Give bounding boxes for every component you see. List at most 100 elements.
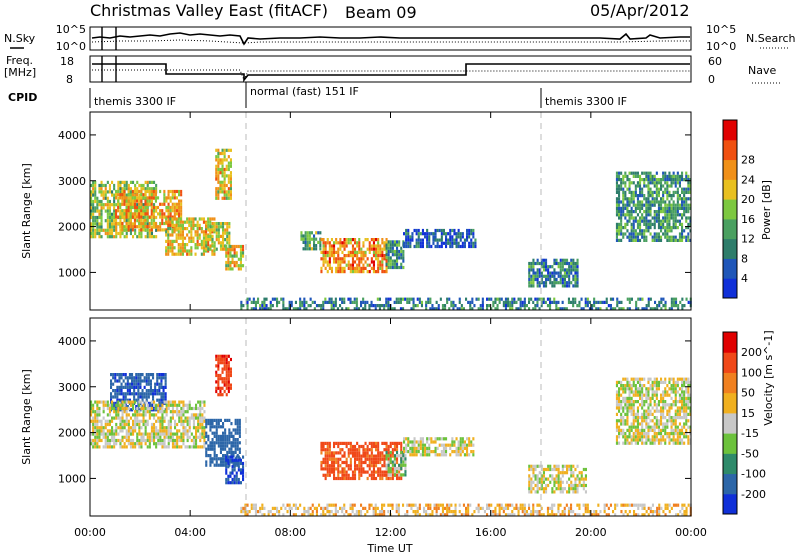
power-cell bbox=[676, 174, 679, 178]
velocity-cell bbox=[362, 444, 365, 449]
velocity-cell bbox=[411, 443, 414, 447]
velocity-cell bbox=[92, 419, 95, 423]
power-cell bbox=[615, 210, 618, 214]
velocity-cell bbox=[195, 406, 198, 411]
power-cell bbox=[209, 244, 212, 248]
velocity-cell bbox=[217, 377, 220, 381]
velocity-cell bbox=[385, 476, 388, 481]
power-cell bbox=[636, 200, 639, 204]
power-cell bbox=[315, 304, 318, 308]
velocity-cell bbox=[242, 465, 245, 469]
power-cell bbox=[180, 205, 183, 210]
velocity-cell bbox=[647, 428, 650, 432]
power-cell bbox=[169, 215, 172, 219]
velocity-cell bbox=[563, 487, 566, 491]
velocity-cell bbox=[570, 467, 573, 472]
power-cell bbox=[647, 210, 650, 214]
power-cell bbox=[100, 235, 103, 239]
velocity-cell bbox=[345, 460, 348, 465]
velocity-cell bbox=[341, 454, 344, 458]
power-cell bbox=[288, 304, 291, 308]
power-cell bbox=[618, 171, 621, 175]
velocity-cell bbox=[445, 453, 448, 457]
velocity-cell bbox=[199, 413, 202, 417]
velocity-cell bbox=[545, 477, 548, 481]
power-cell bbox=[322, 244, 325, 248]
power-cell bbox=[207, 228, 210, 232]
power-cell bbox=[309, 304, 312, 308]
power-cell bbox=[180, 199, 183, 203]
velocity-cell bbox=[117, 426, 120, 430]
power-cell bbox=[224, 222, 227, 226]
power-cell bbox=[148, 225, 151, 229]
power-cell bbox=[620, 307, 623, 311]
velocity-cell bbox=[197, 413, 200, 417]
power-cell bbox=[315, 247, 318, 251]
velocity-cell bbox=[223, 380, 226, 384]
power-cell bbox=[106, 212, 109, 216]
power-cell bbox=[576, 268, 579, 272]
power-cell bbox=[563, 274, 566, 278]
power-cell bbox=[313, 237, 316, 241]
power-cell bbox=[672, 178, 675, 182]
power-cell bbox=[305, 307, 308, 311]
colorbar-swatch bbox=[723, 139, 737, 161]
power-cell bbox=[125, 235, 128, 239]
velocity-cell bbox=[555, 464, 558, 468]
velocity-cell bbox=[104, 445, 107, 449]
power-cell bbox=[377, 244, 380, 248]
velocity-cell bbox=[545, 490, 548, 494]
velocity-cell bbox=[624, 403, 627, 407]
power-cell bbox=[678, 238, 681, 242]
power-cell bbox=[609, 307, 612, 311]
power-cell bbox=[173, 217, 176, 221]
freq-tick-top: 18 bbox=[60, 55, 74, 68]
velocity-cell bbox=[415, 440, 418, 444]
power-cell bbox=[299, 300, 302, 304]
velocity-cell bbox=[653, 409, 656, 413]
power-cell bbox=[190, 252, 193, 256]
velocity-cell bbox=[322, 448, 325, 452]
velocity-cell bbox=[155, 413, 158, 417]
velocity-cell bbox=[182, 438, 185, 443]
power-cell bbox=[190, 246, 193, 250]
power-cell bbox=[685, 226, 688, 230]
power-cell bbox=[542, 265, 545, 269]
power-cell bbox=[127, 221, 130, 226]
power-cell bbox=[257, 300, 260, 304]
power-cell bbox=[328, 257, 331, 261]
velocity-cell bbox=[221, 377, 224, 381]
power-cell bbox=[445, 244, 448, 249]
velocity-cell bbox=[561, 474, 564, 478]
velocity-cell bbox=[106, 422, 109, 427]
power-cell bbox=[674, 213, 677, 217]
power-cell bbox=[402, 297, 405, 301]
velocity-cell bbox=[120, 392, 123, 396]
power-cell bbox=[104, 219, 107, 223]
power-cell bbox=[683, 200, 686, 204]
power-cell bbox=[343, 244, 346, 248]
power-cell bbox=[188, 236, 191, 240]
power-cell bbox=[538, 261, 541, 266]
velocity-cell bbox=[159, 426, 162, 430]
power-cell bbox=[632, 190, 635, 194]
velocity-cell bbox=[377, 457, 380, 461]
velocity-cell bbox=[364, 448, 367, 452]
velocity-cell bbox=[647, 425, 650, 429]
power-cell bbox=[570, 261, 573, 266]
velocity-cell bbox=[538, 464, 541, 468]
velocity-cell bbox=[428, 437, 431, 441]
power-cell bbox=[465, 297, 468, 301]
power-cell bbox=[169, 199, 172, 203]
velocity-cell bbox=[211, 460, 214, 464]
velocity-cell bbox=[370, 460, 373, 465]
power-cell bbox=[624, 174, 627, 178]
velocity-cell bbox=[126, 398, 129, 402]
velocity-cell bbox=[127, 435, 130, 439]
power-cell bbox=[98, 225, 101, 229]
velocity-cell bbox=[110, 373, 113, 377]
velocity-cell bbox=[207, 454, 210, 458]
power-cell bbox=[672, 194, 675, 198]
velocity-cell bbox=[174, 400, 177, 404]
power-cell bbox=[207, 239, 210, 243]
